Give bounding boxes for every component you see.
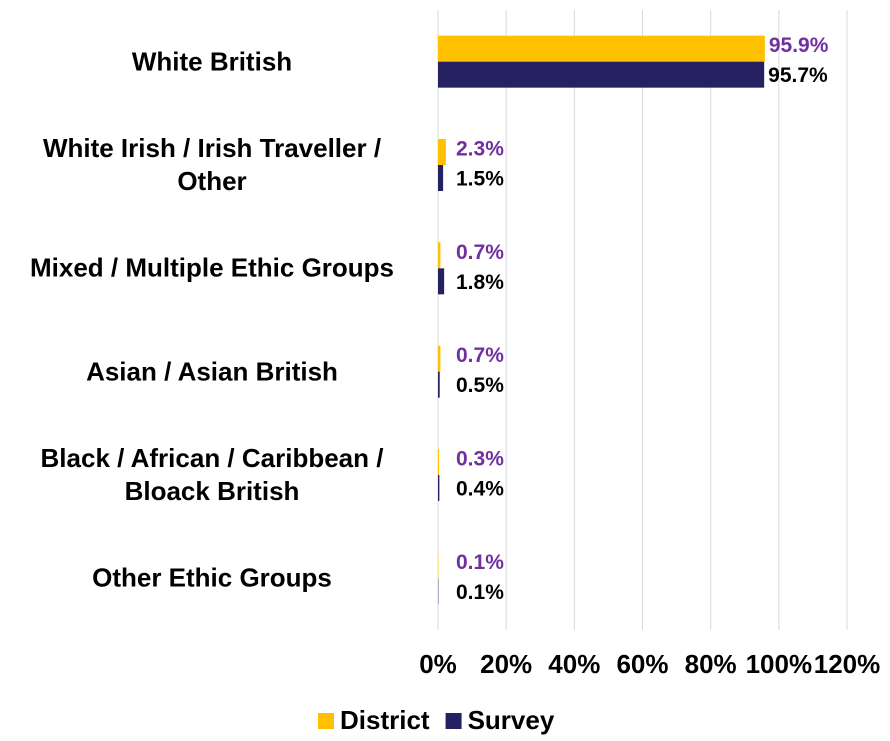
category-label: White British <box>131 46 293 77</box>
data-label: 2.3% <box>456 138 504 161</box>
bar <box>438 449 440 475</box>
bar <box>438 165 444 191</box>
x-tick-label: 80% <box>685 649 737 679</box>
data-label: 1.8% <box>456 271 504 294</box>
legend-swatch <box>445 713 462 729</box>
x-tick-label: 40% <box>548 649 600 679</box>
bar <box>438 475 440 501</box>
data-label: 0.5% <box>456 374 504 397</box>
x-tick-label: 0% <box>419 649 457 679</box>
data-label: 95.9% <box>769 34 829 57</box>
data-label: 95.7% <box>768 64 828 87</box>
data-label: 1.5% <box>456 168 504 191</box>
category-label: Asian / Asian British <box>86 356 338 387</box>
data-label: 0.7% <box>456 344 504 367</box>
category-label: Other Ethic Groups <box>92 562 332 593</box>
data-label: 0.1% <box>456 551 504 574</box>
x-tick-label: 120% <box>814 649 881 679</box>
category-label: Black / African / Caribbean / Bloack Bri… <box>40 443 384 506</box>
bar <box>438 345 441 372</box>
category-label: Mixed / Multiple Ethic Groups <box>29 252 395 283</box>
legend-label: Survey <box>468 705 555 735</box>
bar <box>438 139 446 165</box>
bar <box>438 242 441 269</box>
bar <box>438 35 765 62</box>
x-tick-label: 60% <box>616 649 668 679</box>
data-label: 0.1% <box>456 581 504 604</box>
x-tick-label: 100% <box>746 649 813 679</box>
bar <box>438 371 440 398</box>
x-tick-label: 20% <box>480 649 532 679</box>
category-label: White Irish / Irish Traveller / Other <box>42 133 382 196</box>
data-label: 0.7% <box>456 241 504 264</box>
data-label: 0.3% <box>456 448 504 471</box>
bar <box>438 61 765 88</box>
data-label: 0.4% <box>456 478 504 501</box>
legend-swatch <box>318 713 334 729</box>
bar <box>438 268 445 295</box>
legend-label: District <box>340 705 430 735</box>
